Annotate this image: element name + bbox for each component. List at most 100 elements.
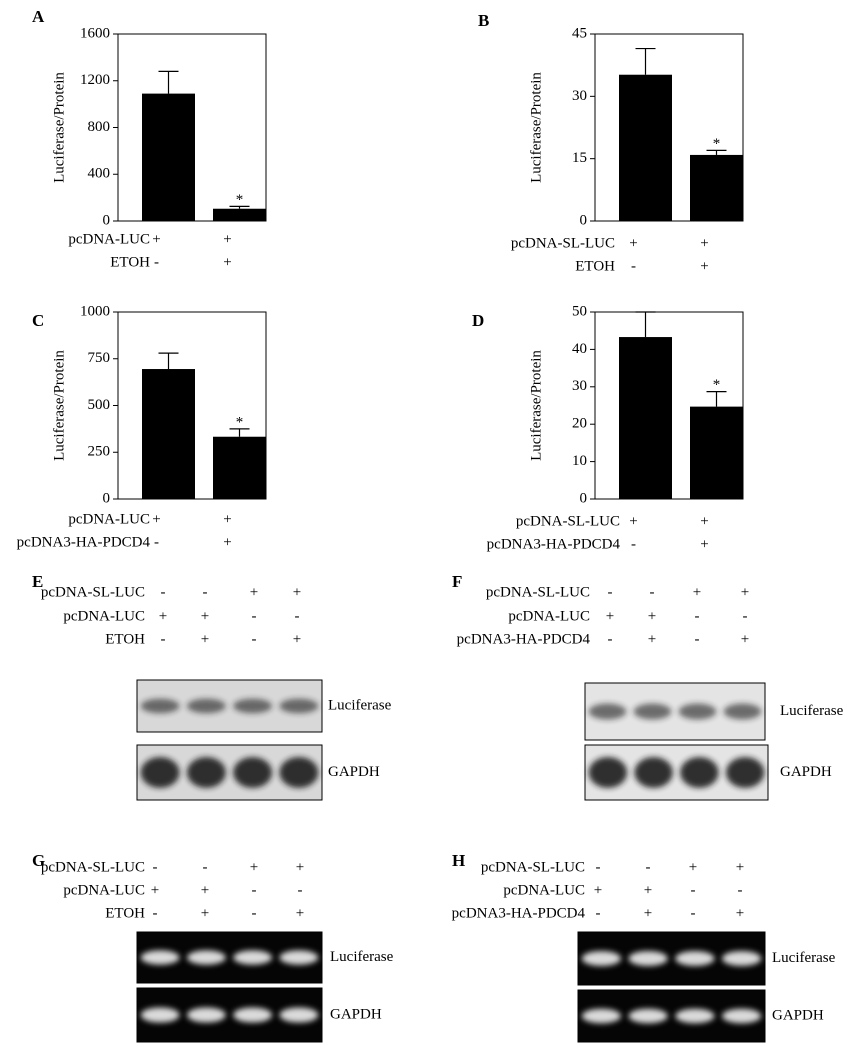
blot-band (723, 703, 762, 720)
condition-name: pcDNA-LUC (503, 882, 585, 898)
y-tick-label: 750 (88, 350, 111, 366)
condition-name: pcDNA-SL-LUC (41, 859, 145, 875)
band-label: Luciferase (330, 949, 394, 965)
condition-value: + (736, 859, 744, 875)
condition-name: pcDNA-SL-LUC (481, 859, 585, 875)
y-tick-label: 30 (572, 88, 587, 104)
bar (213, 208, 266, 221)
blot-band (725, 757, 765, 788)
condition-value: + (296, 905, 304, 921)
condition-value: + (594, 882, 602, 898)
panel-label: C (32, 311, 44, 330)
panel-label: E (32, 572, 43, 591)
y-tick-label: 50 (572, 303, 587, 319)
blot-band (140, 1007, 180, 1023)
condition-value: + (648, 608, 656, 624)
condition-value: + (152, 511, 160, 527)
condition-value: + (693, 584, 701, 600)
condition-value: + (629, 513, 637, 529)
blot-band (588, 703, 627, 720)
y-tick-label: 10 (572, 453, 587, 469)
condition-value: + (151, 882, 159, 898)
y-axis-label: Luciferase/Protein (528, 72, 544, 183)
significance-mark: * (236, 414, 244, 430)
condition-value: - (161, 584, 166, 600)
y-tick-label: 40 (572, 341, 587, 357)
condition-value: - (252, 608, 257, 624)
panel-label: G (32, 851, 45, 870)
condition-value: + (201, 882, 209, 898)
blot-band (721, 1008, 762, 1024)
condition-value: - (298, 882, 303, 898)
condition-name: pcDNA-SL-LUC (516, 513, 620, 529)
blot-band (279, 757, 319, 788)
blot-band (678, 703, 717, 720)
blot-band (675, 1008, 715, 1024)
y-tick-label: 45 (572, 25, 587, 41)
condition-name: pcDNA-SL-LUC (511, 235, 615, 251)
blot-band (675, 951, 715, 966)
condition-name: pcDNA-LUC (63, 608, 145, 624)
condition-value: - (631, 536, 636, 552)
y-tick-label: 1000 (80, 303, 110, 319)
condition-value: - (596, 905, 601, 921)
condition-value: + (250, 859, 258, 875)
blot-band (721, 951, 762, 966)
blot-band (581, 951, 622, 966)
y-tick-label: 800 (88, 119, 111, 135)
condition-value: + (201, 608, 209, 624)
bar (142, 369, 195, 499)
band-label: Luciferase (328, 697, 392, 713)
condition-value: + (152, 231, 160, 247)
condition-value: - (203, 584, 208, 600)
condition-value: + (293, 584, 301, 600)
band-label: GAPDH (330, 1006, 382, 1022)
condition-value: + (606, 608, 614, 624)
condition-value: - (738, 882, 743, 898)
condition-value: + (741, 584, 749, 600)
bar (142, 93, 195, 221)
condition-name: pcDNA-LUC (63, 882, 145, 898)
blot-band (279, 1007, 319, 1023)
condition-value: - (743, 608, 748, 624)
blot-band (140, 757, 180, 788)
bar (690, 154, 743, 221)
y-tick-label: 0 (103, 490, 111, 506)
y-tick-label: 1600 (80, 25, 110, 41)
y-tick-label: 0 (103, 212, 111, 228)
blot-band (140, 698, 180, 714)
condition-value: - (596, 859, 601, 875)
condition-value: - (695, 608, 700, 624)
condition-value: + (736, 905, 744, 921)
condition-value: + (293, 631, 301, 647)
condition-value: - (695, 631, 700, 647)
panel-label: B (478, 11, 489, 30)
condition-value: - (203, 859, 208, 875)
condition-name: pcDNA3-HA-PDCD4 (457, 631, 591, 647)
condition-value: - (154, 254, 159, 270)
condition-value: + (700, 258, 708, 274)
condition-value: - (161, 631, 166, 647)
condition-value: + (741, 631, 749, 647)
condition-value: - (631, 258, 636, 274)
condition-value: + (223, 511, 231, 527)
panel-label: F (452, 572, 462, 591)
blot-band (279, 950, 319, 965)
condition-value: - (650, 584, 655, 600)
y-tick-label: 250 (88, 444, 111, 460)
significance-mark: * (236, 192, 244, 208)
blot-band (186, 1007, 226, 1023)
condition-value: - (252, 631, 257, 647)
blot-band (233, 757, 273, 788)
condition-value: + (201, 905, 209, 921)
bar (690, 406, 743, 499)
condition-value: - (153, 859, 158, 875)
condition-name: pcDNA3-HA-PDCD4 (452, 905, 586, 921)
condition-value: + (250, 584, 258, 600)
condition-value: - (646, 859, 651, 875)
condition-value: - (252, 905, 257, 921)
bar (213, 436, 266, 499)
band-label: GAPDH (328, 764, 380, 780)
y-tick-label: 20 (572, 416, 587, 432)
condition-value: - (154, 534, 159, 550)
